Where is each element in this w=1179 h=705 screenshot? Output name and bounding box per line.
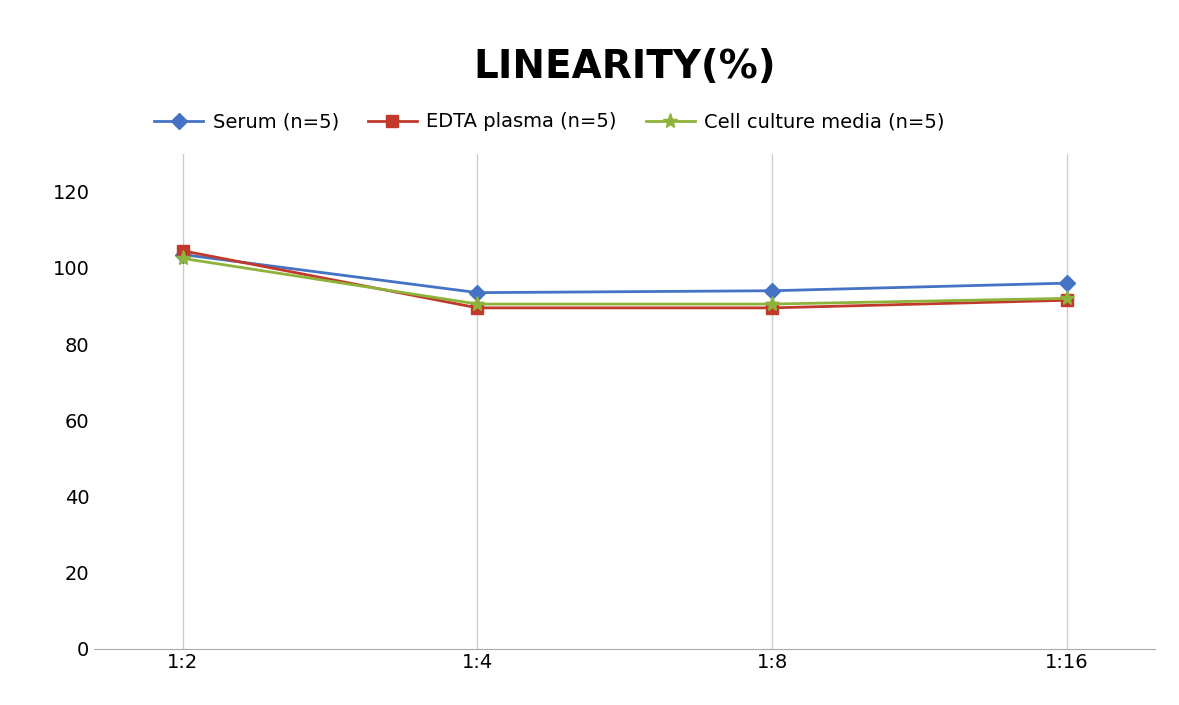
EDTA plasma (n=5) [1060, 296, 1074, 305]
Serum (n=5) [176, 250, 190, 259]
Serum (n=5) [1060, 279, 1074, 288]
Serum (n=5) [470, 288, 485, 297]
Text: LINEARITY(%): LINEARITY(%) [474, 49, 776, 87]
Serum (n=5) [765, 286, 779, 295]
Cell culture media (n=5) [765, 300, 779, 308]
Line: Cell culture media (n=5): Cell culture media (n=5) [176, 251, 1074, 312]
Line: Serum (n=5): Serum (n=5) [177, 249, 1073, 298]
EDTA plasma (n=5) [176, 247, 190, 255]
EDTA plasma (n=5) [765, 304, 779, 312]
Cell culture media (n=5) [1060, 294, 1074, 302]
EDTA plasma (n=5) [470, 304, 485, 312]
Legend: Serum (n=5), EDTA plasma (n=5), Cell culture media (n=5): Serum (n=5), EDTA plasma (n=5), Cell cul… [146, 104, 953, 140]
Cell culture media (n=5) [470, 300, 485, 308]
Line: EDTA plasma (n=5): EDTA plasma (n=5) [177, 245, 1073, 314]
Cell culture media (n=5) [176, 254, 190, 262]
